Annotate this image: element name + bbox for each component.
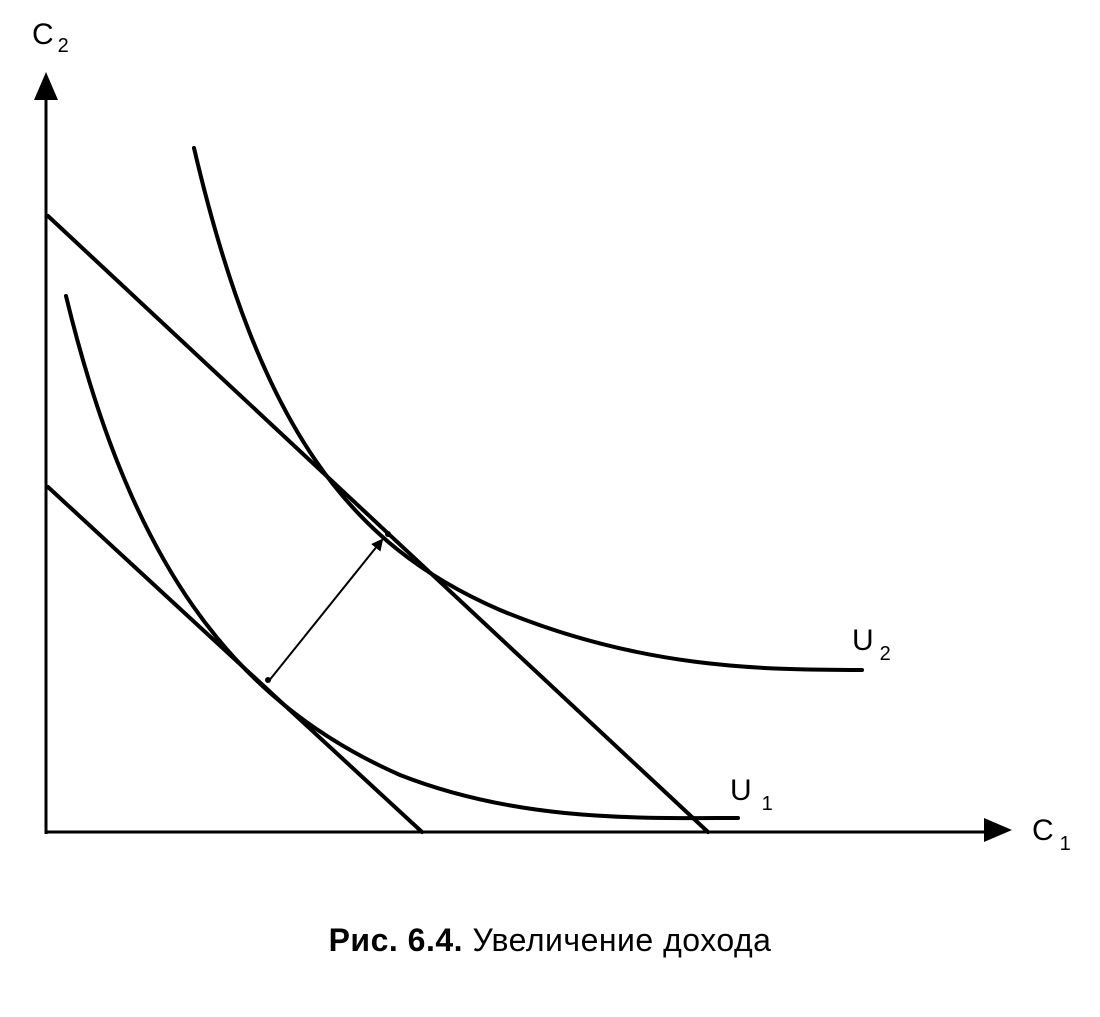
y-axis-arrowhead — [34, 72, 58, 100]
x-axis-arrowhead — [984, 818, 1012, 842]
x-axis-label-sub: 1 — [1060, 833, 1071, 855]
u1-label-sub: 1 — [762, 793, 773, 815]
budget-line-increased — [46, 214, 710, 834]
u2-label-main: U — [852, 624, 874, 657]
income-shift-arrow — [267, 538, 384, 683]
indifference-curve-u1 — [64, 294, 740, 821]
y-axis-label-main: C — [32, 18, 54, 51]
figure-number: Рис. 6.4. — [328, 922, 464, 958]
y-axis-label-sub: 2 — [58, 35, 69, 57]
tangency-point-u2 — [385, 531, 391, 537]
indifference-curve-u2 — [192, 146, 864, 672]
x-axis-label-main: C — [1032, 814, 1054, 847]
u1-label-main: U — [730, 774, 752, 807]
figure-caption-text: Увеличение дохода — [472, 922, 772, 958]
u2-label-sub: 2 — [880, 643, 891, 665]
figure-caption: Рис. 6.4. Увеличение дохода — [0, 922, 1100, 959]
